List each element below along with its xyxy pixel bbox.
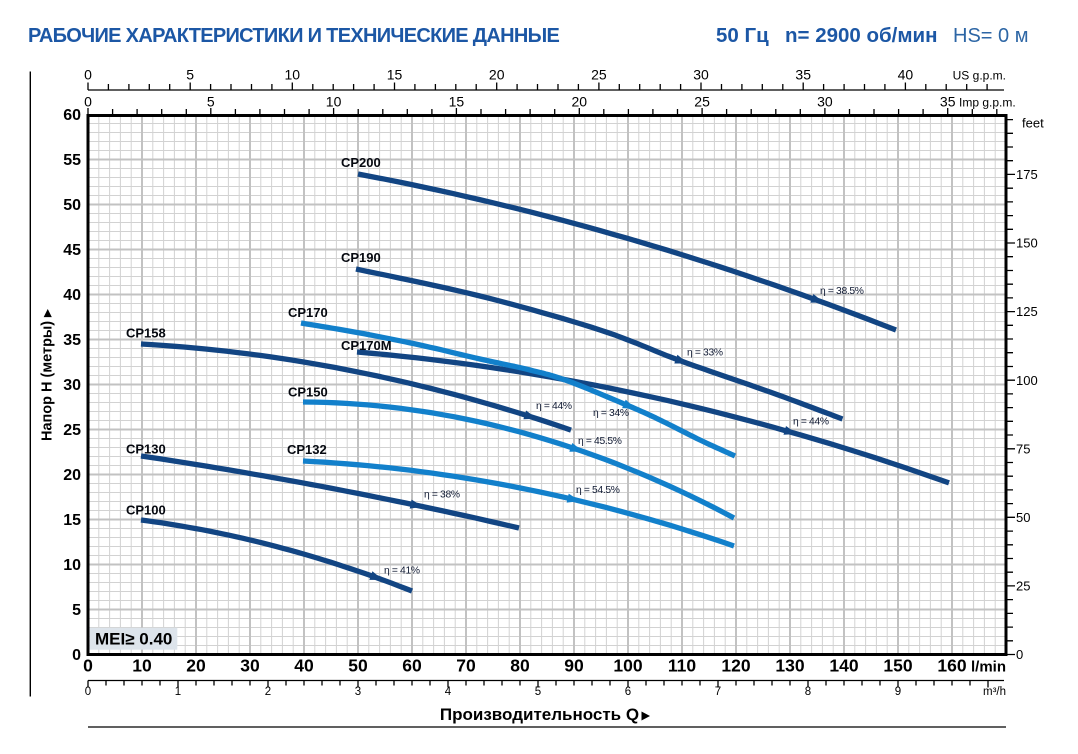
svg-text:РАБОЧИЕ ХАРАКТЕРИСТИКИ И ТЕХНИ: РАБОЧИЕ ХАРАКТЕРИСТИКИ И ТЕХНИЧЕСКИЕ ДАН… xyxy=(28,25,559,47)
svg-text:n= 2900 об/мин: n= 2900 об/мин xyxy=(785,24,938,47)
svg-text:80: 80 xyxy=(510,656,530,676)
svg-text:50: 50 xyxy=(1016,510,1030,525)
svg-text:0: 0 xyxy=(85,686,91,698)
svg-text:25: 25 xyxy=(591,67,607,83)
svg-text:η = 38%: η = 38% xyxy=(424,490,460,501)
svg-text:CP150: CP150 xyxy=(288,385,328,400)
svg-text:CP132: CP132 xyxy=(287,442,327,457)
svg-text:30: 30 xyxy=(240,656,260,676)
svg-text:0: 0 xyxy=(83,656,93,676)
svg-text:7: 7 xyxy=(715,686,721,698)
svg-text:4: 4 xyxy=(445,686,452,698)
svg-text:feet: feet xyxy=(1022,116,1044,131)
svg-text:US g.p.m.: US g.p.m. xyxy=(953,69,1006,83)
svg-text:η = 38.5%: η = 38.5% xyxy=(820,286,864,297)
svg-text:6: 6 xyxy=(625,686,631,698)
svg-text:9: 9 xyxy=(895,686,901,698)
svg-text:50: 50 xyxy=(63,197,81,214)
svg-text:η = 45.5%: η = 45.5% xyxy=(578,436,622,447)
svg-text:160: 160 xyxy=(937,656,966,676)
svg-text:CP190: CP190 xyxy=(341,250,381,265)
svg-text:CP170M: CP170M xyxy=(341,338,392,353)
svg-text:125: 125 xyxy=(1016,304,1038,319)
svg-text:2: 2 xyxy=(265,686,271,698)
svg-text:150: 150 xyxy=(1016,236,1038,251)
svg-text:0: 0 xyxy=(1016,647,1023,662)
svg-text:25: 25 xyxy=(63,422,81,439)
svg-text:60: 60 xyxy=(63,107,81,124)
svg-text:η = 44%: η = 44% xyxy=(536,401,572,412)
svg-text:m³/h: m³/h xyxy=(983,686,1006,698)
svg-text:15: 15 xyxy=(387,67,403,83)
svg-text:40: 40 xyxy=(898,67,914,83)
svg-text:25: 25 xyxy=(694,94,710,110)
svg-text:45: 45 xyxy=(63,242,81,259)
svg-text:η = 44%: η = 44% xyxy=(793,417,829,428)
svg-text:10: 10 xyxy=(132,656,152,676)
svg-text:25: 25 xyxy=(1016,579,1030,594)
svg-text:100: 100 xyxy=(1016,373,1038,388)
svg-text:η = 34%: η = 34% xyxy=(593,408,629,419)
svg-text:1: 1 xyxy=(175,686,181,698)
svg-text:5: 5 xyxy=(186,67,194,83)
svg-text:100: 100 xyxy=(613,656,642,676)
svg-text:175: 175 xyxy=(1016,167,1038,182)
svg-text:0: 0 xyxy=(84,94,92,110)
svg-text:CP130: CP130 xyxy=(126,442,166,457)
svg-text:35: 35 xyxy=(795,67,811,83)
svg-text:15: 15 xyxy=(63,512,81,529)
svg-text:30: 30 xyxy=(817,94,833,110)
svg-text:l/min: l/min xyxy=(971,659,1006,676)
svg-text:η = 54.5%: η = 54.5% xyxy=(576,485,620,496)
svg-text:5: 5 xyxy=(72,602,81,619)
svg-text:110: 110 xyxy=(668,656,696,676)
svg-text:10: 10 xyxy=(326,94,342,110)
svg-text:60: 60 xyxy=(402,656,422,676)
svg-text:η = 41%: η = 41% xyxy=(384,566,420,577)
svg-text:20: 20 xyxy=(63,467,81,484)
svg-text:HS= 0 м: HS= 0 м xyxy=(953,25,1028,47)
svg-text:55: 55 xyxy=(63,152,81,169)
svg-text:CP100: CP100 xyxy=(126,503,166,518)
svg-text:130: 130 xyxy=(775,656,804,676)
svg-text:20: 20 xyxy=(186,656,206,676)
svg-text:CP158: CP158 xyxy=(126,326,166,341)
svg-text:70: 70 xyxy=(456,656,476,676)
svg-text:15: 15 xyxy=(449,94,465,110)
svg-text:140: 140 xyxy=(829,656,858,676)
svg-text:30: 30 xyxy=(693,67,709,83)
svg-text:5: 5 xyxy=(535,686,541,698)
svg-text:50 Гц: 50 Гц xyxy=(716,24,769,47)
svg-text:0: 0 xyxy=(72,647,81,664)
svg-text:0: 0 xyxy=(84,67,92,83)
svg-text:35: 35 xyxy=(63,332,81,349)
svg-text:35: 35 xyxy=(940,94,956,110)
svg-text:40: 40 xyxy=(63,287,81,304)
svg-text:10: 10 xyxy=(285,67,301,83)
svg-text:CP200: CP200 xyxy=(341,155,381,170)
svg-text:Производительность Q: Производительность Q xyxy=(440,705,639,724)
svg-text:5: 5 xyxy=(207,94,215,110)
svg-text:75: 75 xyxy=(1016,441,1030,456)
svg-text:Напор H (метры) ▸: Напор H (метры) ▸ xyxy=(40,308,56,441)
svg-text:η = 33%: η = 33% xyxy=(687,348,723,359)
svg-text:10: 10 xyxy=(63,557,81,574)
svg-text:3: 3 xyxy=(355,686,361,698)
svg-text:150: 150 xyxy=(883,656,912,676)
svg-text:20: 20 xyxy=(489,67,505,83)
svg-text:8: 8 xyxy=(805,686,811,698)
svg-text:40: 40 xyxy=(294,656,314,676)
svg-text:20: 20 xyxy=(572,94,588,110)
svg-text:MEI≥ 0.40: MEI≥ 0.40 xyxy=(95,630,172,649)
svg-text:Imp g.p.m.: Imp g.p.m. xyxy=(959,96,1016,110)
svg-text:50: 50 xyxy=(348,656,368,676)
svg-text:30: 30 xyxy=(63,377,81,394)
svg-text:120: 120 xyxy=(721,656,750,676)
svg-text:CP170: CP170 xyxy=(288,305,328,320)
svg-text:90: 90 xyxy=(564,656,584,676)
